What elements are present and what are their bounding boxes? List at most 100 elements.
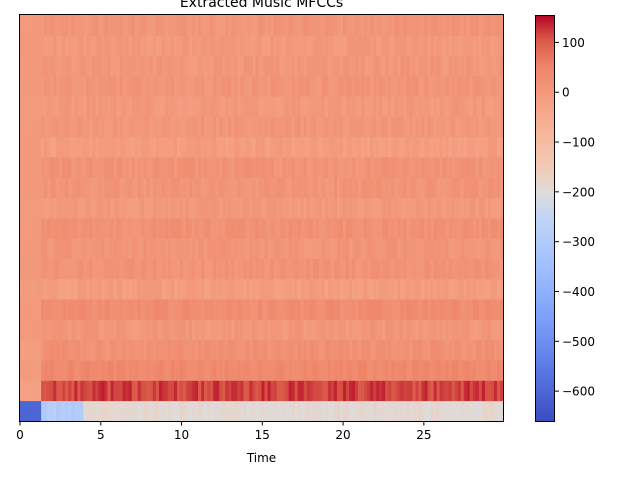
heatmap-cell	[327, 35, 332, 56]
heatmap-cell	[333, 278, 338, 300]
heatmap-cell	[234, 15, 238, 36]
heatmap-cell	[137, 157, 142, 178]
heatmap-cell	[433, 380, 437, 402]
heatmap-cell	[26, 157, 30, 178]
heatmap-cell	[303, 197, 308, 219]
heatmap-cell	[367, 15, 371, 36]
heatmap-cell	[92, 218, 96, 239]
heatmap-cell	[355, 15, 359, 36]
heatmap-cell	[173, 339, 178, 361]
heatmap-cell	[394, 319, 398, 341]
heatmap-cell	[415, 96, 419, 117]
heatmap-cell	[38, 136, 42, 158]
heatmap-cell	[451, 238, 456, 259]
heatmap-cell	[35, 400, 39, 422]
heatmap-cell	[89, 197, 93, 219]
heatmap-cell	[475, 278, 480, 300]
heatmap-cell	[391, 136, 395, 158]
heatmap-cell	[216, 319, 220, 341]
heatmap-cell	[460, 238, 465, 259]
heatmap-cell	[258, 55, 262, 77]
heatmap-cell	[195, 116, 199, 138]
heatmap-cell	[400, 319, 404, 341]
heatmap-cell	[95, 319, 99, 341]
heatmap-cell	[490, 299, 495, 320]
heatmap-cell	[403, 218, 407, 239]
heatmap-cell	[246, 258, 250, 280]
heatmap-cell	[285, 55, 290, 77]
heatmap-cell	[113, 75, 117, 97]
heatmap-cell	[267, 278, 271, 300]
heatmap-cell	[213, 96, 217, 117]
heatmap-cell	[240, 157, 244, 178]
heatmap-cell	[125, 360, 130, 381]
heatmap-cell	[336, 55, 341, 77]
heatmap-cell	[415, 116, 419, 138]
heatmap-cell	[146, 15, 151, 36]
heatmap-cell	[282, 319, 287, 341]
heatmap-cell	[62, 55, 66, 77]
heatmap-cell	[388, 55, 392, 77]
heatmap-cell	[463, 400, 468, 422]
heatmap-cell	[355, 238, 359, 259]
heatmap-cell	[140, 380, 145, 402]
heatmap-cell	[170, 319, 175, 341]
heatmap-cell	[430, 197, 434, 219]
heatmap-cell	[104, 238, 108, 259]
heatmap-cell	[101, 238, 105, 259]
heatmap-cell	[240, 177, 244, 199]
heatmap-cell	[300, 15, 305, 36]
heatmap-cell	[448, 319, 453, 341]
heatmap-cell	[216, 55, 220, 77]
heatmap-cell	[285, 75, 290, 97]
heatmap-cell	[20, 400, 24, 422]
heatmap-cell	[210, 55, 214, 77]
heatmap-cell	[71, 400, 75, 422]
heatmap-cell	[59, 96, 63, 117]
heatmap-cell	[303, 75, 308, 97]
heatmap-cell	[143, 218, 148, 239]
heatmap-cell	[252, 319, 256, 341]
heatmap-cell	[71, 238, 75, 259]
heatmap-cell	[20, 299, 24, 320]
heatmap-cell	[466, 197, 471, 219]
heatmap-cell	[23, 35, 27, 56]
heatmap-cell	[391, 400, 395, 422]
heatmap-cell	[324, 157, 329, 178]
heatmap-cell	[379, 136, 383, 158]
heatmap-cell	[26, 136, 30, 158]
heatmap-cell	[104, 197, 108, 219]
heatmap-cell	[397, 278, 401, 300]
heatmap-cell	[83, 299, 87, 320]
heatmap-cell	[484, 15, 489, 36]
heatmap-cell	[294, 360, 299, 381]
heatmap-cell	[65, 197, 69, 219]
heatmap-cell	[361, 177, 365, 199]
heatmap-cell	[179, 400, 184, 422]
heatmap-cell	[95, 96, 99, 117]
heatmap-cell	[367, 380, 371, 402]
heatmap-cell	[213, 55, 217, 77]
heatmap-cell	[53, 96, 57, 117]
heatmap-cell	[195, 339, 199, 361]
heatmap-cell	[294, 15, 299, 36]
heatmap-cell	[95, 238, 99, 259]
heatmap-cell	[86, 136, 90, 158]
heatmap-cell	[146, 136, 151, 158]
heatmap-cell	[270, 360, 274, 381]
heatmap-cell	[339, 238, 344, 259]
heatmap-cell	[288, 218, 293, 239]
heatmap-cell	[388, 116, 392, 138]
heatmap-cell	[376, 197, 380, 219]
heatmap-cell	[475, 218, 480, 239]
heatmap-cell	[264, 55, 268, 77]
heatmap-cell	[327, 177, 332, 199]
heatmap-cell	[472, 177, 477, 199]
heatmap-cell	[373, 339, 377, 361]
heatmap-cell	[261, 35, 265, 56]
heatmap-cell	[107, 218, 111, 239]
heatmap-cell	[409, 35, 413, 56]
heatmap-cell	[104, 75, 108, 97]
heatmap-cell	[412, 299, 416, 320]
heatmap-cell	[204, 35, 208, 56]
